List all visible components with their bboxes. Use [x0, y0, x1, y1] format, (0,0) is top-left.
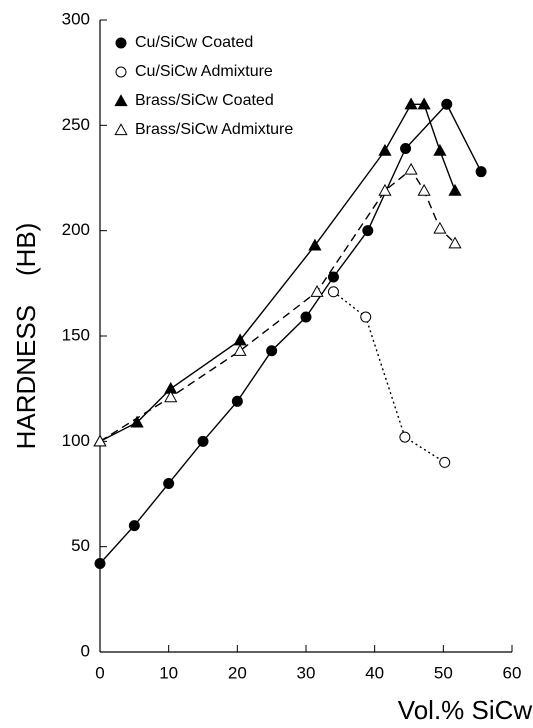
data-point — [164, 390, 178, 403]
data-point — [308, 238, 322, 251]
legend-marker — [114, 94, 128, 107]
data-point — [400, 143, 412, 155]
data-point — [310, 284, 324, 297]
series-line — [99, 103, 482, 564]
data-point — [417, 97, 431, 110]
series-line — [99, 103, 456, 442]
data-point — [433, 143, 447, 156]
legend-label: Brass/SiCw Coated — [135, 92, 274, 109]
data-point — [404, 97, 418, 110]
data-point — [266, 345, 278, 357]
data-point — [128, 520, 140, 532]
data-point — [327, 286, 339, 298]
legend-marker — [114, 123, 128, 136]
data-point — [231, 395, 243, 407]
x-tick-label: 60 — [503, 663, 522, 682]
legend-marker — [115, 37, 127, 49]
y-tick-label: 50 — [71, 536, 90, 555]
data-point — [163, 477, 175, 489]
data-point — [378, 143, 392, 156]
y-tick-label: 250 — [62, 115, 90, 134]
data-point — [130, 415, 144, 428]
data-point — [448, 236, 462, 249]
data-point — [441, 98, 453, 110]
data-point — [197, 435, 209, 447]
x-tick-label: 40 — [365, 663, 384, 682]
y-tick-label: 200 — [62, 220, 90, 239]
data-point — [433, 221, 447, 234]
y-tick-label: 0 — [81, 641, 90, 660]
data-point — [417, 183, 431, 196]
data-point — [475, 166, 487, 178]
data-point — [439, 456, 451, 468]
y-tick-label: 100 — [62, 431, 90, 450]
y-tick-label: 150 — [62, 325, 90, 344]
legend-label: Brass/SiCw Admixture — [135, 121, 293, 138]
data-point — [399, 431, 411, 443]
legend-label: Cu/SiCw Coated — [135, 34, 253, 51]
data-point — [448, 183, 462, 196]
y-tick-label: 300 — [62, 9, 90, 28]
data-point — [378, 183, 392, 196]
x-tick-label: 50 — [434, 663, 453, 682]
data-point — [404, 162, 418, 175]
series-line — [333, 291, 446, 463]
data-point — [300, 311, 312, 323]
x-tick-label: 10 — [159, 663, 178, 682]
x-axis-title: Vol.% SiCw — [398, 695, 533, 725]
x-tick-label: 20 — [228, 663, 247, 682]
y-axis-title: HARDNESS (HB) — [11, 223, 41, 450]
x-tick-label: 0 — [95, 663, 104, 682]
data-point — [360, 311, 372, 323]
data-point — [327, 271, 339, 283]
data-point — [233, 343, 247, 356]
data-point — [362, 225, 374, 237]
data-point — [94, 558, 106, 570]
series-line — [99, 168, 456, 442]
legend-marker — [115, 66, 127, 78]
legend-label: Cu/SiCw Admixture — [135, 63, 273, 80]
data-point — [93, 434, 107, 447]
x-tick-label: 30 — [297, 663, 316, 682]
